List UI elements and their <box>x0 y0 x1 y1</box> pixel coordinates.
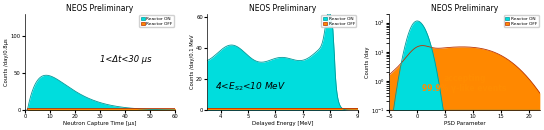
Legend: Reactor ON, Reactor OFF: Reactor ON, Reactor OFF <box>139 15 174 27</box>
Y-axis label: Counts /day: Counts /day <box>365 46 370 78</box>
Text: 4<E$_{S2}$<10 MeV: 4<E$_{S2}$<10 MeV <box>214 80 286 93</box>
Text: accepting
99.9% γ-like events: accepting 99.9% γ-like events <box>422 74 507 93</box>
X-axis label: Neutron Capture Time [μs]: Neutron Capture Time [μs] <box>63 121 137 126</box>
Legend: Reactor ON, Reactor OFF: Reactor ON, Reactor OFF <box>504 15 539 27</box>
Title: NEOS Preliminary: NEOS Preliminary <box>66 4 134 13</box>
X-axis label: Delayed Energy [MeV]: Delayed Energy [MeV] <box>251 121 313 126</box>
Title: NEOS Preliminary: NEOS Preliminary <box>249 4 316 13</box>
Text: 1<Δt<30 μs: 1<Δt<30 μs <box>100 55 152 64</box>
X-axis label: PSD Parameter: PSD Parameter <box>444 121 485 126</box>
Title: NEOS Preliminary: NEOS Preliminary <box>431 4 498 13</box>
Y-axis label: Counts /day/0.8μs: Counts /day/0.8μs <box>4 38 9 86</box>
Legend: Reactor ON, Reactor OFF: Reactor ON, Reactor OFF <box>322 15 356 27</box>
Y-axis label: Counts /day/0.1 MeV: Counts /day/0.1 MeV <box>190 35 195 89</box>
